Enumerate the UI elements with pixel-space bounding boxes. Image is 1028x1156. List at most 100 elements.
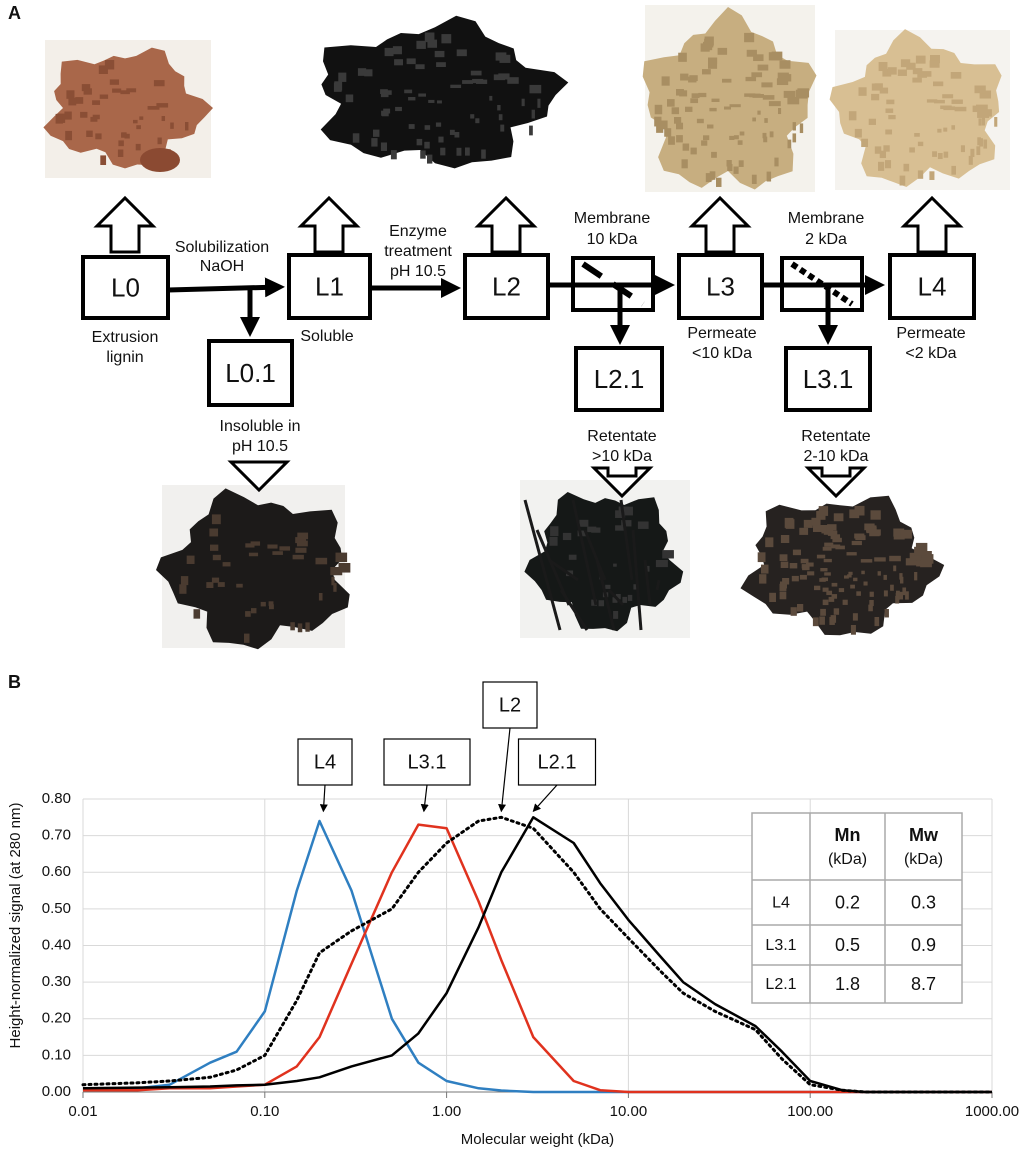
photo-grain [211,577,220,583]
step-label: NaOH [200,258,244,275]
photo-grain [272,551,283,555]
photo-grain [789,563,798,569]
photo-grain [236,583,243,588]
photo-grain [934,99,945,104]
photo-grain [384,47,394,57]
photo-grain [787,97,800,105]
photo-grain [679,90,688,97]
callout-label: L3.1 [408,751,447,773]
photo-grain [882,68,892,77]
photo-grain [667,99,675,107]
photo-grain [846,552,857,556]
photo [829,29,1002,187]
photo-grain [803,519,813,528]
photo-grain [849,509,860,519]
y-tick-label: 0.40 [42,936,71,953]
photo-grain [682,143,690,151]
photo-grain [704,36,714,46]
photo-grain [698,92,707,98]
photo-grain [814,585,821,591]
photo-grain [826,590,833,596]
callout-label: L4 [314,751,336,773]
photo-grain [790,607,797,616]
photo-grain [179,584,187,594]
photo-grain [906,62,916,70]
photo-grain [853,577,858,582]
photo-grain [711,98,720,102]
photo-grain [685,106,693,112]
photo-grain [761,564,769,574]
photo-grain [170,122,174,129]
node-label: L0 [111,272,140,302]
photo-grain [456,147,462,156]
photo-grain [888,115,896,120]
photo-grain [126,88,137,93]
photo-grain [830,544,841,549]
block-arrow [590,466,654,499]
y-tick-label: 0.30 [42,973,71,990]
photo-grain [792,549,802,556]
photo-grain [749,93,761,98]
table-row-label: L2.1 [765,976,796,993]
photo-grain [470,70,482,76]
photo-grain [465,147,470,156]
photo-grain [943,127,948,132]
step-label: treatment [384,243,452,260]
photo-grain [661,76,670,86]
node-box [574,346,664,412]
photo-grain [759,574,767,584]
node-box [784,346,872,412]
photo-grain [974,85,986,94]
callout-box [297,738,353,786]
photo-grain [917,141,924,147]
photo-grain [711,151,717,158]
photo-grain [654,104,663,115]
table-cell: 1.8 [835,974,860,994]
x-tick-label: 100.00 [787,1103,833,1120]
photo-grain [605,584,611,589]
photo-grain [251,608,257,614]
photo-grain [633,584,638,590]
photo-grain [436,62,446,68]
photo-grain [562,532,572,541]
photo-grain [763,136,768,143]
photo-grain [854,505,865,516]
photo-grain [893,528,905,537]
photo-grain [373,129,380,137]
photo [740,495,945,636]
callout-arrow [319,784,328,813]
node-box [888,253,976,320]
photo-grain [737,140,743,145]
photo-grain [868,118,876,125]
photo-grain [848,571,853,575]
y-tick-label: 0.20 [42,1010,71,1027]
photo-grain [424,125,431,130]
photo-grain [784,517,794,528]
node-box [287,253,372,320]
step-label: 10 kDa [587,231,638,248]
photo-grain [470,114,475,119]
photo-grain [456,49,467,57]
photo-grain [90,116,98,122]
photo-grain [902,587,907,596]
node-caption: lignin [106,349,143,366]
photo-grain [418,93,427,97]
photo-grain [676,122,684,130]
photo-grain [613,563,617,567]
photo-grain [824,542,834,547]
photo-grain [668,136,675,145]
photo-grain [912,68,923,75]
photo-grain [791,575,799,582]
photo-grain [210,544,219,551]
photo-grain [703,41,713,51]
photo-grain [295,537,307,544]
photo-grain [701,140,708,146]
photo-grain [824,572,831,576]
photo-grain [827,524,837,531]
photo-grain [856,591,861,596]
photo-grain [64,111,72,120]
node-label: L3.1 [803,364,854,394]
photo-grain [780,561,789,568]
photo-grain [646,565,650,572]
